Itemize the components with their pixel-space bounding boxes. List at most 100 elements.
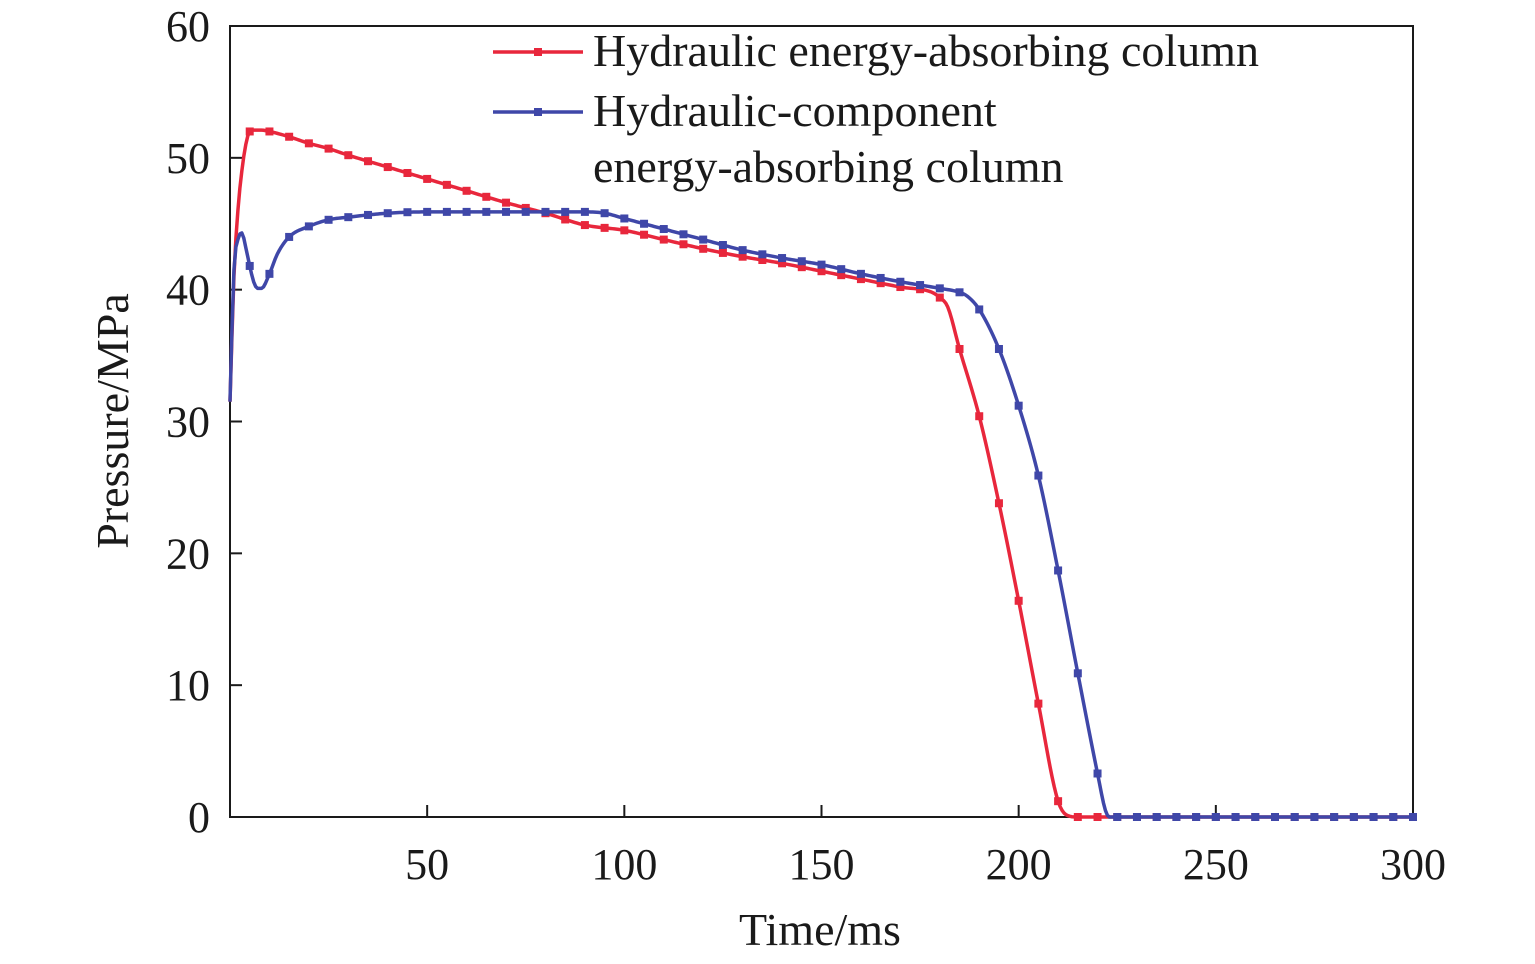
data-point: [640, 219, 649, 228]
legend-label: Hydraulic energy-absorbing column: [593, 25, 1259, 76]
data-point: [423, 174, 432, 183]
data-point: [935, 293, 944, 302]
data-point: [738, 246, 747, 255]
series-line-1: [228, 128, 1413, 819]
data-point: [265, 127, 274, 136]
data-point: [896, 277, 905, 286]
y-axis-title: Pressure/MPa: [87, 293, 138, 549]
data-point: [876, 273, 885, 282]
data-point: [1251, 813, 1260, 821]
data-point: [1073, 813, 1082, 821]
data-point: [1054, 566, 1063, 575]
data-point: [856, 269, 865, 278]
data-point: [699, 235, 708, 244]
data-point: [324, 215, 333, 224]
x-tick-label: 250: [1183, 840, 1249, 889]
data-point: [718, 241, 727, 250]
data-point: [403, 168, 412, 177]
data-point: [1389, 813, 1398, 821]
data-point: [876, 279, 885, 288]
data-point: [383, 209, 392, 218]
data-point: [324, 144, 333, 153]
data-point: [502, 207, 511, 216]
data-point: [797, 263, 806, 272]
data-point: [856, 275, 865, 284]
data-point: [600, 209, 609, 218]
data-point: [1093, 813, 1102, 821]
legend-label: Hydraulic-component: [593, 85, 997, 136]
data-point: [304, 139, 313, 148]
data-point: [383, 163, 392, 172]
data-point: [1270, 813, 1279, 821]
data-point: [620, 226, 629, 235]
data-point: [364, 210, 373, 219]
data-point: [778, 259, 787, 268]
data-point: [718, 248, 727, 257]
data-point: [1330, 813, 1339, 821]
data-point: [364, 157, 373, 166]
x-axis-title: Time/ms: [739, 904, 901, 955]
data-point: [679, 230, 688, 239]
data-point: [738, 252, 747, 261]
legend-label: energy-absorbing column: [593, 141, 1064, 192]
data-point: [1290, 813, 1299, 821]
y-tick-label: 0: [188, 793, 210, 842]
data-point: [699, 244, 708, 253]
y-tick-label: 60: [166, 2, 210, 51]
data-point: [423, 207, 432, 216]
data-point: [245, 261, 254, 270]
data-point: [955, 344, 964, 353]
legend-swatch-marker: [534, 108, 542, 116]
data-point: [837, 271, 846, 280]
data-point: [679, 240, 688, 249]
data-point: [1132, 813, 1141, 821]
data-point: [285, 132, 294, 141]
data-point: [659, 235, 668, 244]
data-point: [916, 281, 925, 290]
data-point: [304, 222, 313, 231]
data-point: [1054, 797, 1063, 806]
y-tick-label: 10: [166, 661, 210, 710]
y-tick-label: 40: [166, 266, 210, 315]
data-point: [1113, 813, 1122, 821]
data-point: [245, 127, 254, 136]
data-point: [778, 254, 787, 263]
data-point: [442, 207, 451, 216]
data-point: [975, 305, 984, 314]
data-point: [462, 207, 471, 216]
data-point: [1152, 813, 1161, 821]
y-tick-label: 20: [166, 529, 210, 578]
data-point: [758, 250, 767, 259]
x-tick-label: 150: [789, 840, 855, 889]
data-point: [561, 215, 570, 224]
data-point: [916, 285, 925, 294]
data-point: [817, 260, 826, 269]
data-point: [344, 151, 353, 160]
data-point: [265, 269, 274, 278]
data-point: [1310, 813, 1319, 821]
y-tick-label: 30: [166, 398, 210, 447]
series-markers-1: [245, 127, 1417, 821]
data-point: [1034, 699, 1043, 708]
data-point: [541, 207, 550, 216]
y-tick-label: 50: [166, 134, 210, 183]
data-point: [640, 230, 649, 239]
data-point: [561, 207, 570, 216]
data-point: [403, 208, 412, 217]
data-point: [797, 257, 806, 266]
data-point: [1231, 813, 1240, 821]
data-point: [1014, 401, 1023, 410]
data-point: [837, 265, 846, 274]
data-point: [935, 284, 944, 293]
x-tick-label: 50: [405, 840, 449, 889]
data-point: [1034, 471, 1043, 480]
data-point: [817, 267, 826, 276]
data-point: [1349, 813, 1358, 821]
data-point: [1014, 596, 1023, 605]
data-point: [442, 180, 451, 189]
axes: 0 10 20 30 40 50 60 50 100 150 200 250 300: [166, 2, 1446, 889]
data-point: [896, 283, 905, 292]
data-point: [462, 186, 471, 195]
data-point: [1211, 813, 1220, 821]
